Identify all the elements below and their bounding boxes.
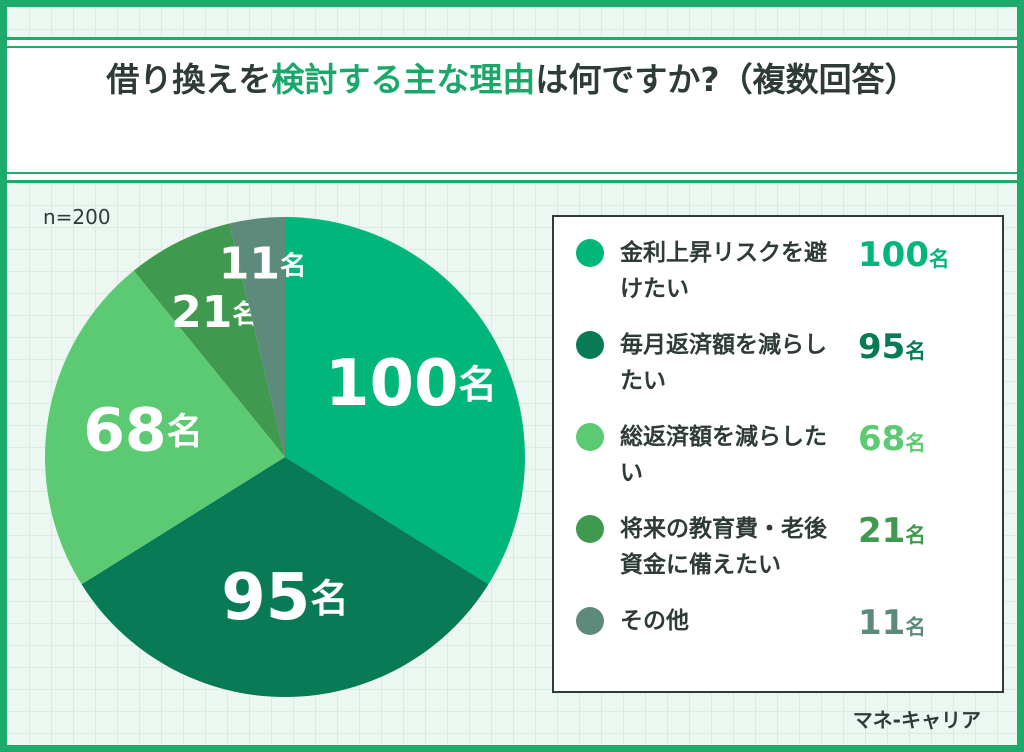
data-label: 68名 [83, 395, 203, 465]
pie-slice [81, 457, 489, 698]
title-part: 検討する主な理由 [271, 60, 536, 99]
legend-item: 毎月返済額を減らしたい 95名 [576, 327, 984, 399]
legend-item: その他 11名 [576, 603, 984, 647]
legend-item: 総返済額を減らしたい 68名 [576, 419, 984, 491]
pie-slice [285, 217, 526, 585]
pie-slice [45, 270, 285, 585]
title-part: 借り換えを [106, 60, 272, 99]
legend-value: 21名 [858, 511, 926, 551]
legend-swatch [576, 607, 604, 635]
legend-value: 100名 [858, 235, 950, 275]
pie-slice [229, 217, 285, 457]
title-part: は何ですか?（複数回答） [535, 60, 918, 99]
legend-label: 毎月返済額を減らしたい [620, 332, 827, 394]
legend-item: 将来の教育費・老後資金に備えたい 21名 [576, 511, 984, 583]
legend-swatch [576, 239, 604, 267]
legend-value: 95名 [858, 327, 926, 367]
legend-swatch [576, 515, 604, 543]
data-label: 95名 [221, 561, 348, 635]
legend-swatch [576, 331, 604, 359]
legend-value: 68名 [858, 419, 926, 459]
sample-note: n=200 [43, 205, 111, 229]
header [7, 37, 1017, 183]
brand: マネ-キャリア [852, 708, 981, 732]
legend-swatch [576, 423, 604, 451]
data-label: 100名 [325, 347, 497, 421]
legend-label: 将来の教育費・老後資金に備えたい [620, 516, 827, 578]
legend-value: 11名 [858, 603, 926, 643]
data-label: 11名 [219, 238, 307, 289]
legend-item: 金利上昇リスクを避けたい 100名 [576, 235, 984, 307]
legend-label: 金利上昇リスクを避けたい [620, 240, 827, 302]
legend-label: 総返済額を減らしたい [620, 424, 827, 486]
legend-label: その他 [620, 608, 689, 634]
chart-title: 借り換えを検討する主な理由は何ですか?（複数回答） [7, 53, 1017, 101]
pie-slice [133, 223, 285, 457]
legend: 金利上昇リスクを避けたい 100名毎月返済額を減らしたい 95名総返済額を減らしたい… [552, 215, 1004, 693]
